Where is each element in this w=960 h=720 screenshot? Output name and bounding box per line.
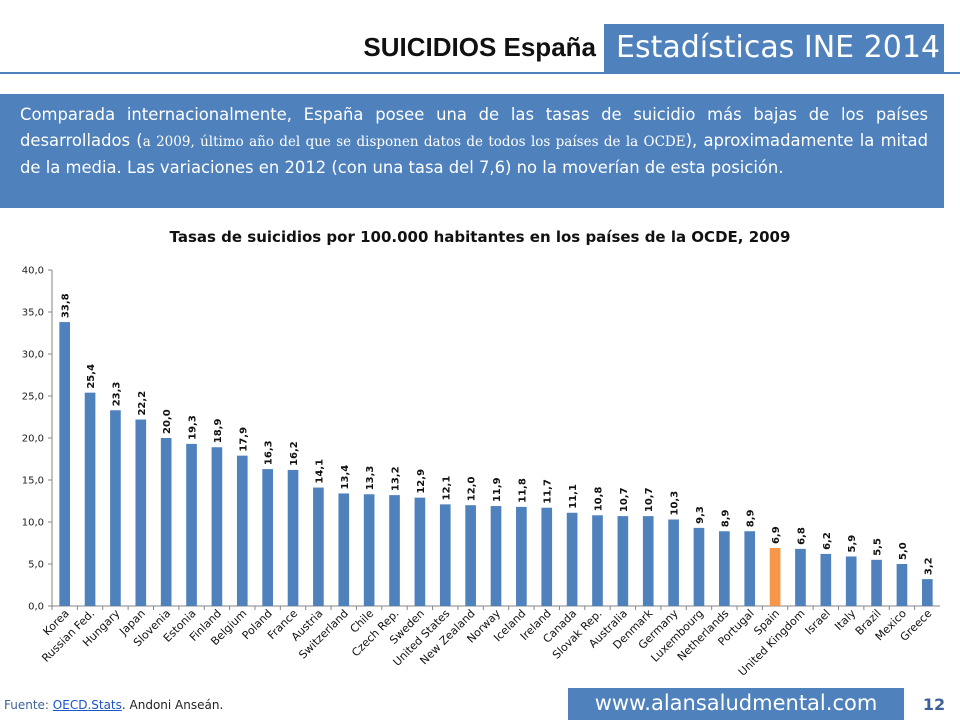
intro-text-part1: Comparada internacionalmente, España pos… xyxy=(20,105,928,150)
data-label: 6,2 xyxy=(822,532,833,550)
data-label: 8,9 xyxy=(720,509,731,527)
data-label: 10,7 xyxy=(619,487,630,512)
bar xyxy=(414,497,426,606)
bar xyxy=(719,531,730,606)
bar xyxy=(921,579,933,606)
bar xyxy=(160,438,172,606)
data-label: 22,2 xyxy=(137,391,148,416)
y-tick-label: 20,0 xyxy=(22,434,44,445)
bar xyxy=(135,419,147,606)
data-label: 5,9 xyxy=(847,535,858,553)
bar xyxy=(769,548,781,606)
bar xyxy=(566,512,578,606)
data-label: 33,8 xyxy=(61,293,72,318)
data-label: 11,8 xyxy=(517,478,528,503)
data-label: 12,9 xyxy=(416,469,427,494)
y-tick-label: 25,0 xyxy=(22,392,44,403)
data-label: 11,9 xyxy=(492,477,503,502)
bar xyxy=(668,519,679,606)
data-label: 10,3 xyxy=(670,491,681,516)
bar xyxy=(110,410,121,606)
data-label: 19,3 xyxy=(188,415,199,440)
intro-text-part2: a 2009, último año del que se disponen d… xyxy=(142,134,686,150)
data-label: 5,0 xyxy=(898,542,909,560)
data-label: 3,2 xyxy=(923,557,934,575)
slide-subtitle: Estadísticas INE 2014 xyxy=(616,30,941,65)
data-label: 11,1 xyxy=(568,484,579,509)
data-label: 14,1 xyxy=(314,459,325,484)
footer-url-box: www.alansaludmental.com xyxy=(568,688,904,720)
bar xyxy=(592,515,603,606)
bar xyxy=(642,516,654,606)
data-label: 8,9 xyxy=(746,509,757,527)
data-label: 11,7 xyxy=(543,479,554,504)
bar xyxy=(84,392,96,606)
bar xyxy=(516,506,527,606)
bar xyxy=(541,507,553,606)
chart-title: Tasas de suicidios por 100.000 habitante… xyxy=(169,228,791,246)
bar xyxy=(795,548,806,606)
bar xyxy=(313,487,324,606)
data-label: 12,1 xyxy=(441,476,452,501)
bar xyxy=(896,564,908,606)
bar xyxy=(262,469,273,606)
bar xyxy=(236,455,248,606)
y-tick-label: 40,0 xyxy=(22,266,44,277)
bar xyxy=(693,527,705,606)
bar-chart: 0,05,010,015,020,025,030,035,040,033,8Ko… xyxy=(22,266,940,679)
bar xyxy=(59,322,71,606)
page-number: 12 xyxy=(922,695,946,714)
slide-title: SUICIDIOS España xyxy=(363,32,596,62)
source-link[interactable]: OECD.Stats xyxy=(52,698,122,712)
y-tick-label: 15,0 xyxy=(22,476,44,487)
data-label: 16,3 xyxy=(264,440,275,465)
bar xyxy=(820,553,832,606)
bar xyxy=(287,469,299,606)
source-author: . Andoni Anseán. xyxy=(121,698,224,712)
bar xyxy=(389,495,400,606)
bar xyxy=(186,443,197,606)
data-label: 9,3 xyxy=(695,506,706,524)
bar xyxy=(338,493,350,606)
data-label: 16,2 xyxy=(289,441,300,466)
y-tick-label: 0,0 xyxy=(28,602,44,613)
data-label: 10,8 xyxy=(593,487,604,512)
data-label: 12,0 xyxy=(467,476,478,501)
data-label: 6,8 xyxy=(796,527,807,545)
intro-text-part3: ), aproximadamente la mitad de la media.… xyxy=(20,131,928,177)
y-tick-label: 10,0 xyxy=(22,518,44,529)
x-tick-label: Israel xyxy=(803,607,833,637)
data-label: 13,3 xyxy=(365,466,376,491)
data-label: 13,4 xyxy=(340,465,351,490)
data-label: 18,9 xyxy=(213,419,224,444)
data-label: 20,0 xyxy=(162,409,173,434)
footer-url: www.alansaludmental.com xyxy=(594,691,878,715)
y-tick-label: 35,0 xyxy=(22,308,44,319)
bar xyxy=(439,504,451,606)
data-label: 17,9 xyxy=(238,427,249,452)
bar xyxy=(845,556,857,606)
bar xyxy=(211,447,223,606)
bar xyxy=(465,505,476,606)
source-label: Fuente: xyxy=(4,698,53,712)
slide-subtitle-box: Estadísticas INE 2014 xyxy=(604,24,944,72)
data-label: 10,7 xyxy=(644,487,655,512)
bar xyxy=(490,506,502,606)
header-divider xyxy=(0,72,960,74)
bar xyxy=(617,516,629,606)
data-label: 23,3 xyxy=(111,382,122,407)
bar xyxy=(363,494,375,606)
y-tick-label: 30,0 xyxy=(22,350,44,361)
data-label: 5,5 xyxy=(873,538,884,556)
bar xyxy=(871,559,882,606)
data-label: 13,2 xyxy=(391,466,402,491)
data-label: 25,4 xyxy=(86,364,97,389)
intro-text-box: Comparada internacionalmente, España pos… xyxy=(0,94,944,208)
bar xyxy=(744,531,756,606)
footer-source: Fuente: OECD.Stats. Andoni Anseán. xyxy=(4,698,223,712)
y-tick-label: 5,0 xyxy=(28,560,44,571)
data-label: 6,9 xyxy=(771,526,782,544)
